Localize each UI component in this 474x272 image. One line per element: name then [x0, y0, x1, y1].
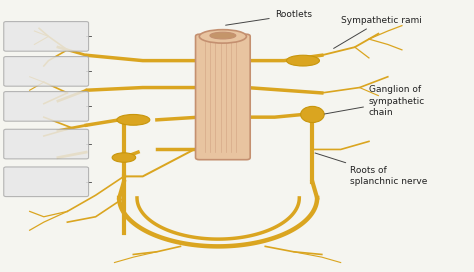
Ellipse shape — [301, 106, 324, 123]
Ellipse shape — [210, 32, 236, 39]
Ellipse shape — [286, 55, 319, 66]
Text: Ganglion of
sympathetic
chain: Ganglion of sympathetic chain — [325, 85, 425, 117]
Ellipse shape — [112, 153, 136, 162]
Ellipse shape — [117, 115, 150, 125]
Ellipse shape — [199, 30, 246, 43]
FancyBboxPatch shape — [4, 57, 89, 86]
FancyBboxPatch shape — [4, 129, 89, 159]
Text: Rootlets: Rootlets — [226, 10, 312, 25]
Text: Roots of
splanchnic nerve: Roots of splanchnic nerve — [315, 153, 428, 186]
FancyBboxPatch shape — [4, 21, 89, 51]
Text: Sympathetic rami: Sympathetic rami — [334, 16, 421, 48]
FancyBboxPatch shape — [4, 167, 89, 197]
FancyBboxPatch shape — [4, 92, 89, 121]
FancyBboxPatch shape — [196, 34, 250, 160]
